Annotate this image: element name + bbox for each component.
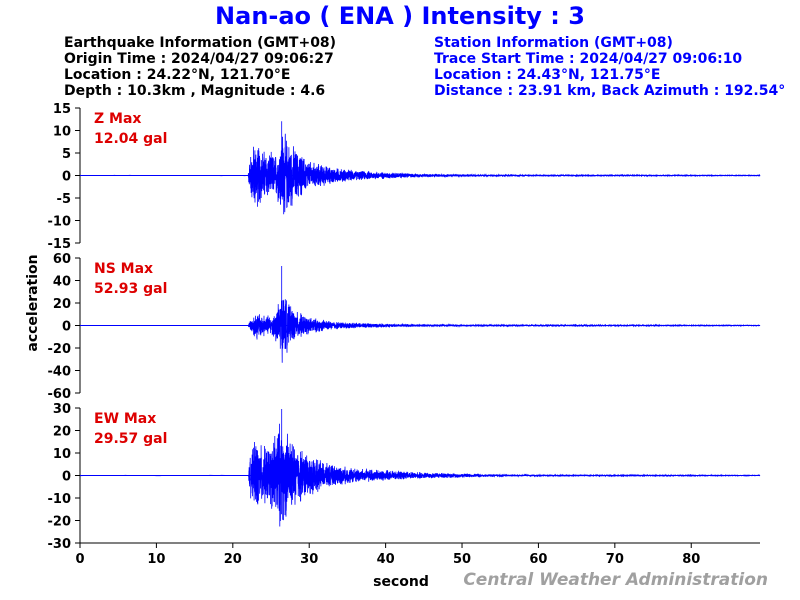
max-value-z: 12.04 gal	[94, 131, 167, 147]
distance-azimuth: Distance : 23.91 km, Back Azimuth : 192.…	[434, 83, 786, 99]
y-tick-label-ns: 40	[53, 275, 71, 290]
y-tick-label-z: -15	[48, 237, 72, 252]
earthquake-info: Earthquake Information (GMT+08) Origin T…	[64, 35, 336, 99]
y-tick-label-ns: 0	[62, 320, 71, 335]
earthquake-info-heading: Earthquake Information (GMT+08)	[64, 35, 337, 51]
depth-magnitude: Depth : 10.3km , Magnitude : 4.6	[64, 83, 326, 99]
x-tick-label: 60	[529, 552, 547, 567]
origin-time: Origin Time : 2024/04/27 09:06:27	[64, 51, 334, 67]
y-tick-label-ns: 60	[53, 252, 71, 267]
y-tick-label-ns: -60	[48, 387, 72, 402]
x-tick-label: 50	[453, 552, 471, 567]
waveform-z	[79, 121, 761, 215]
component-label-ns: NS Max	[94, 261, 153, 277]
component-label-z: Z Max	[94, 111, 141, 127]
y-tick-label-z: 10	[53, 125, 71, 140]
y-tick-label-z: -10	[48, 215, 72, 230]
y-tick-label-ew: 0	[62, 470, 71, 485]
station-location: Location : 24.43°N, 121.75°E	[434, 67, 661, 83]
max-value-ew: 29.57 gal	[94, 431, 167, 447]
waveform-ew	[79, 409, 761, 527]
y-axis-title: acceleration	[25, 254, 41, 351]
y-tick-label-ew: 20	[53, 425, 71, 440]
x-tick-label: 20	[224, 552, 242, 567]
x-tick-label: 30	[300, 552, 318, 567]
y-tick-label-z: -5	[57, 192, 71, 207]
epicenter-location: Location : 24.22°N, 121.70°E	[64, 67, 291, 83]
station-info-heading: Station Information (GMT+08)	[434, 35, 673, 51]
x-tick-label: 70	[606, 552, 624, 567]
y-tick-label-ew: 10	[53, 447, 71, 462]
x-tick-label: 0	[75, 552, 84, 567]
y-tick-label-z: 5	[62, 147, 71, 162]
station-info: Station Information (GMT+08) Trace Start…	[434, 35, 785, 99]
y-tick-label-ew: -10	[48, 492, 72, 507]
x-tick-label: 80	[682, 552, 700, 567]
y-tick-label-z: 0	[62, 170, 71, 185]
y-tick-label-ew: -20	[48, 515, 72, 530]
page-title: Nan-ao ( ENA ) Intensity : 3	[215, 2, 585, 30]
x-tick-label: 10	[147, 552, 165, 567]
agency-credit: Central Weather Administration	[463, 570, 768, 590]
x-axis-title: second	[373, 574, 429, 590]
y-tick-label-ew: 30	[53, 402, 71, 417]
y-tick-label-ew: -30	[48, 537, 72, 552]
x-tick-label: 40	[377, 552, 395, 567]
component-label-ew: EW Max	[94, 411, 156, 427]
y-tick-label-z: 15	[53, 102, 71, 117]
waveform-ns	[80, 266, 761, 363]
max-value-ns: 52.93 gal	[94, 281, 167, 297]
y-tick-label-ns: 20	[53, 297, 71, 312]
trace-start-time: Trace Start Time : 2024/04/27 09:06:10	[434, 51, 743, 67]
y-tick-label-ns: -20	[48, 342, 72, 357]
y-tick-label-ns: -40	[48, 365, 72, 380]
